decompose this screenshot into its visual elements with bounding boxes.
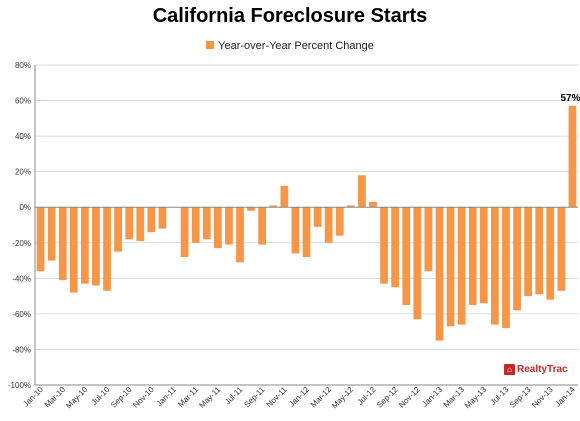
bar — [468, 207, 477, 305]
bar — [324, 207, 333, 243]
bar — [369, 201, 377, 208]
y-tick-label: 80% — [15, 61, 31, 70]
legend-label: Year-over-Year Percent Change — [218, 40, 374, 52]
y-tick-label: 20% — [15, 168, 31, 177]
bar — [69, 207, 78, 293]
bar — [380, 207, 388, 284]
chart-title: California Foreclosure Starts — [152, 5, 428, 27]
legend-swatch — [206, 41, 215, 49]
x-tick-label: Mar-12 — [309, 385, 334, 410]
bar — [479, 207, 488, 304]
y-tick-label: 0% — [19, 203, 31, 212]
bar — [191, 207, 200, 243]
bar — [413, 207, 422, 320]
bar — [247, 207, 255, 211]
bar — [80, 207, 89, 284]
bar — [491, 207, 499, 325]
x-tick-label: Nov-11 — [265, 385, 290, 410]
bar — [58, 207, 67, 281]
bar — [358, 175, 366, 208]
y-axis-ticks: 80% 60% 40% 20% 0% -20% -40% -60% -80% -100% — [8, 61, 31, 390]
bar — [269, 205, 278, 208]
y-tick-label: -40% — [12, 274, 31, 283]
bar — [546, 207, 555, 300]
bar — [47, 207, 56, 261]
bar — [524, 207, 533, 297]
x-tick-label: Sep-12 — [375, 385, 400, 410]
bar — [457, 207, 466, 325]
bar — [435, 207, 444, 341]
x-tick-label: May-10 — [64, 385, 90, 411]
x-tick-label: Nov-12 — [397, 385, 422, 410]
bar — [36, 207, 45, 272]
bar — [302, 207, 311, 257]
x-tick-label: Mar-11 — [176, 385, 200, 409]
bar — [535, 207, 544, 295]
bar — [335, 207, 344, 236]
x-tick-label: Mar-10 — [43, 385, 68, 410]
bar — [502, 207, 510, 329]
bar — [424, 207, 433, 272]
bar — [103, 207, 111, 291]
x-tick-label: Jan-13 — [420, 385, 444, 409]
bar — [557, 207, 566, 291]
bar — [446, 207, 455, 327]
data-labels: 57% — [560, 93, 580, 104]
y-tick-label: -100% — [8, 381, 31, 390]
realtytrac-logo: ⌂ RealtyTrac — [504, 364, 568, 375]
bar — [280, 185, 289, 208]
x-tick-label: Sep-11 — [242, 385, 267, 410]
bar — [202, 207, 211, 240]
x-tick-label: May-13 — [463, 385, 489, 411]
x-tick-label: Nov-10 — [131, 385, 156, 410]
y-tick-label: -80% — [12, 345, 31, 354]
x-tick-label: May-11 — [197, 385, 222, 410]
x-tick-label: Sep-10 — [109, 385, 134, 410]
y-tick-label: -60% — [12, 310, 31, 319]
x-tick-label: Jan-12 — [287, 385, 311, 409]
bar — [346, 205, 355, 208]
bar — [291, 207, 300, 254]
bar — [136, 207, 145, 241]
bar — [213, 207, 222, 249]
bar — [158, 207, 167, 229]
y-tick-label: 60% — [15, 97, 31, 106]
bar — [92, 207, 100, 286]
bar — [125, 207, 134, 240]
x-tick-label: Jan-14 — [553, 385, 577, 409]
house-icon: ⌂ — [504, 364, 515, 375]
logo-text: RealtyTrac — [517, 364, 568, 375]
x-tick-label: Jan-11 — [155, 385, 179, 409]
bar — [147, 207, 156, 233]
data-label: 57% — [560, 93, 580, 104]
x-tick-label: Sep-13 — [508, 385, 533, 410]
bar — [402, 207, 411, 305]
bar — [513, 207, 521, 311]
axes — [34, 65, 578, 386]
bars — [36, 105, 577, 341]
x-tick-label: Mar-13 — [442, 385, 467, 410]
bar — [225, 207, 233, 245]
bar — [236, 207, 244, 263]
bar — [568, 105, 577, 208]
bar — [258, 207, 267, 245]
bar — [180, 207, 189, 257]
legend: Year-over-Year Percent Change — [0, 40, 580, 52]
bar — [114, 207, 122, 252]
y-tick-label: 40% — [15, 132, 31, 141]
bar — [391, 207, 400, 288]
x-tick-label: May-12 — [330, 385, 356, 411]
x-tick-label: Nov-13 — [530, 385, 555, 410]
bar — [313, 207, 322, 227]
y-tick-label: -20% — [12, 239, 31, 248]
